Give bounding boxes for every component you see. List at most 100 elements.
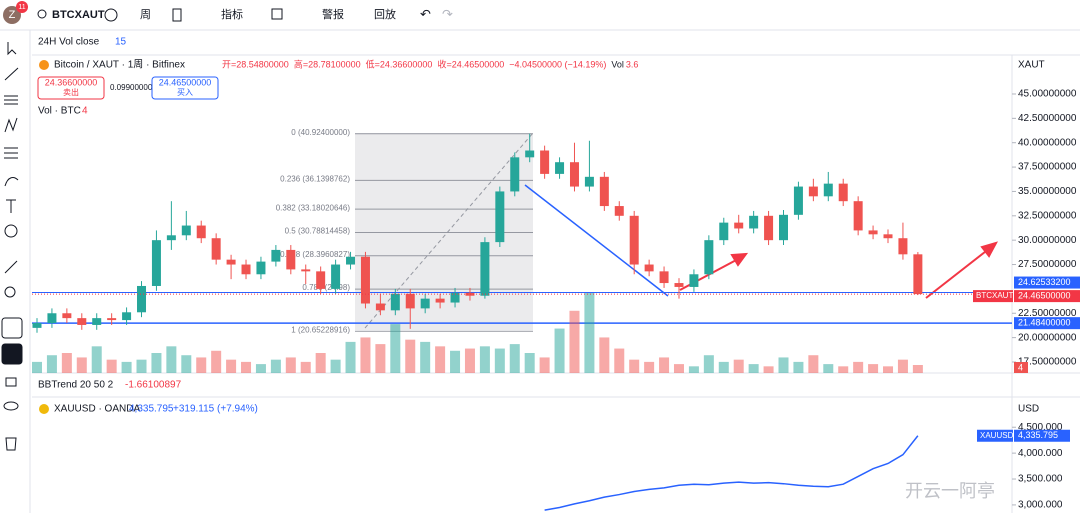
- volume-bar: [390, 324, 401, 373]
- volume-bar: [360, 337, 371, 373]
- volume-tag: [1014, 362, 1028, 373]
- volume-bar: [539, 357, 550, 373]
- delete-tool[interactable]: [5, 437, 17, 451]
- fib-tool[interactable]: [4, 95, 18, 105]
- fib-label: 1 (20.65228916): [291, 325, 350, 334]
- chart-type-icon[interactable]: [172, 8, 182, 22]
- indicators[interactable]: 指标: [221, 7, 243, 21]
- volume-bar: [136, 359, 147, 373]
- volume-bar: [629, 359, 640, 373]
- candle-body: [360, 256, 370, 304]
- sell-price: 24.36600000: [45, 77, 98, 87]
- candle-body: [734, 222, 744, 229]
- fib-label: 0.236 (36.1398762): [280, 174, 350, 183]
- redo[interactable]: ↷: [442, 6, 453, 21]
- volume-bar: [688, 366, 699, 373]
- replay[interactable]: 回放: [374, 7, 396, 21]
- candle-body: [525, 150, 535, 158]
- forecast-tool[interactable]: [4, 147, 18, 159]
- volume-bar: [897, 359, 908, 373]
- trendline: [524, 184, 669, 297]
- y-tick-label: 35.00000000: [1018, 186, 1077, 197]
- sell-button[interactable]: [37, 76, 105, 100]
- emoji-tool[interactable]: [4, 224, 18, 238]
- candle-body: [375, 303, 385, 311]
- volume-bar: [405, 339, 416, 373]
- candle-body: [659, 271, 669, 284]
- pattern-tool[interactable]: [4, 117, 18, 133]
- visibility-tool[interactable]: [3, 401, 19, 411]
- volume-bar: [450, 350, 461, 373]
- volume-bar: [255, 364, 266, 373]
- buy-button[interactable]: [151, 76, 219, 100]
- volume-bar: [270, 359, 281, 373]
- brush-tool[interactable]: [4, 177, 19, 187]
- volume-bar: [599, 337, 610, 373]
- candle-body: [883, 234, 893, 239]
- candle-body: [555, 162, 565, 174]
- candle-body: [32, 323, 42, 328]
- price-tag: [1014, 317, 1080, 330]
- y-tick-label: 42.50000000: [1018, 113, 1077, 124]
- candle-body: [420, 298, 430, 309]
- volume-bar: [853, 361, 864, 373]
- volume-bar: [121, 361, 132, 373]
- cursor-tool[interactable]: [7, 42, 17, 56]
- symbol[interactable]: BTCXAUT: [52, 9, 105, 21]
- avatar[interactable]: [3, 6, 21, 24]
- volume-bar: [808, 355, 819, 373]
- candle-body: [450, 292, 460, 303]
- candle-body: [122, 312, 132, 321]
- candle-body: [898, 238, 908, 255]
- price-tag-label: 24.62533200: [1018, 277, 1071, 287]
- volume-bar: [569, 310, 580, 373]
- bbtrend-label: BBTrend 20 50 2: [38, 380, 114, 391]
- candle-body: [107, 318, 117, 321]
- candle-body: [47, 313, 57, 324]
- volume-length: 4: [82, 106, 88, 117]
- volume-bar: [524, 353, 535, 373]
- volume-bar: [166, 346, 177, 373]
- lock-drawings[interactable]: [1, 343, 23, 365]
- text-tool[interactable]: [6, 199, 16, 213]
- fib-label: 0.382 (33.18020646): [276, 203, 351, 212]
- candle-body: [629, 215, 639, 265]
- lock-tool[interactable]: [5, 377, 17, 387]
- volume-label: Vol · BTC: [38, 106, 81, 117]
- candle-body: [704, 240, 714, 275]
- zoom-tool[interactable]: [4, 286, 16, 298]
- price-tag-label: 4,335.795: [1018, 430, 1058, 440]
- add-icon[interactable]: [104, 8, 118, 22]
- volume-bar: [420, 341, 431, 373]
- trendline-tool[interactable]: [4, 67, 19, 81]
- gold-icon: [39, 404, 49, 414]
- candle-body: [181, 225, 191, 236]
- volume-bar: [479, 346, 490, 373]
- candle-body: [480, 242, 490, 296]
- bbtrend-value: -1.66100897: [125, 380, 182, 391]
- volume-bar: [151, 353, 162, 373]
- ohlc-value: −4.04500000 (−14.19%): [509, 59, 606, 69]
- volume-bar: [838, 366, 849, 373]
- volume-bar: [509, 344, 520, 373]
- volume-bar: [211, 350, 222, 373]
- alerts[interactable]: 警报: [322, 7, 344, 21]
- magnet-tool[interactable]: [1, 317, 23, 339]
- candle-body: [137, 285, 147, 313]
- measure-tool[interactable]: [4, 260, 18, 274]
- candle-body: [689, 274, 699, 287]
- search-icon[interactable]: [37, 9, 47, 19]
- interval[interactable]: 周: [140, 8, 151, 21]
- layout-icon[interactable]: [271, 8, 283, 20]
- candle-body: [331, 264, 341, 289]
- candle-body: [599, 176, 609, 207]
- y-tick-label: 22.50000000: [1018, 308, 1077, 319]
- symbol-tag-label: BTCXAUT: [976, 291, 1013, 300]
- volume-bar: [912, 365, 923, 373]
- candle-body: [793, 186, 803, 215]
- volume-bar: [196, 357, 207, 373]
- undo[interactable]: ↶: [420, 6, 431, 21]
- candle-body: [196, 225, 206, 239]
- ohlc-value: 收=24.46500000: [437, 58, 504, 69]
- volume-bar: [748, 364, 759, 373]
